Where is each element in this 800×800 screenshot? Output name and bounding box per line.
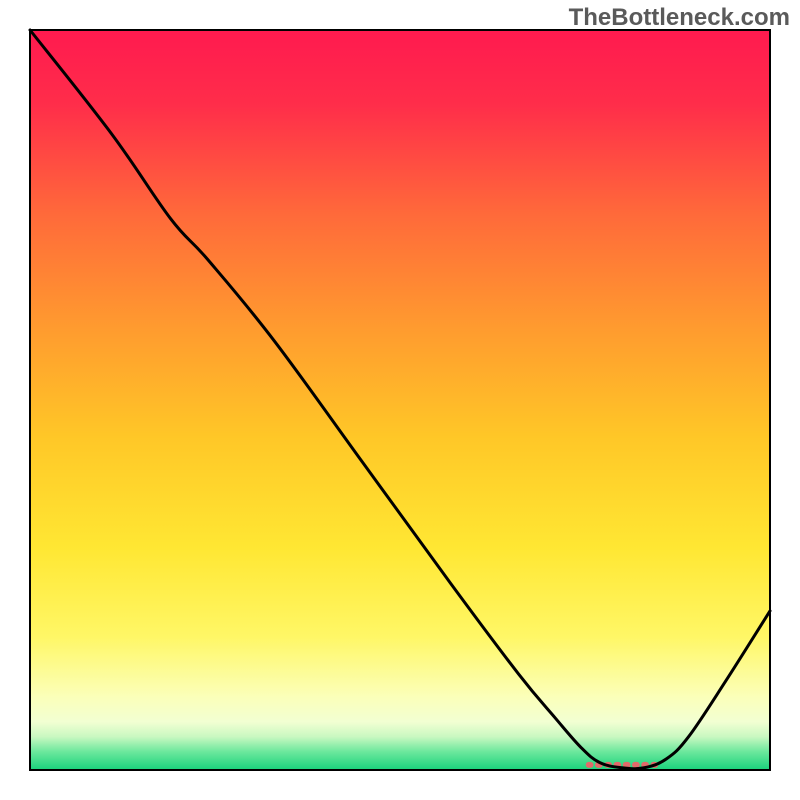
attribution-text: TheBottleneck.com [569,4,790,32]
bottleneck-chart [0,0,800,800]
chart-gradient-background [30,30,770,770]
